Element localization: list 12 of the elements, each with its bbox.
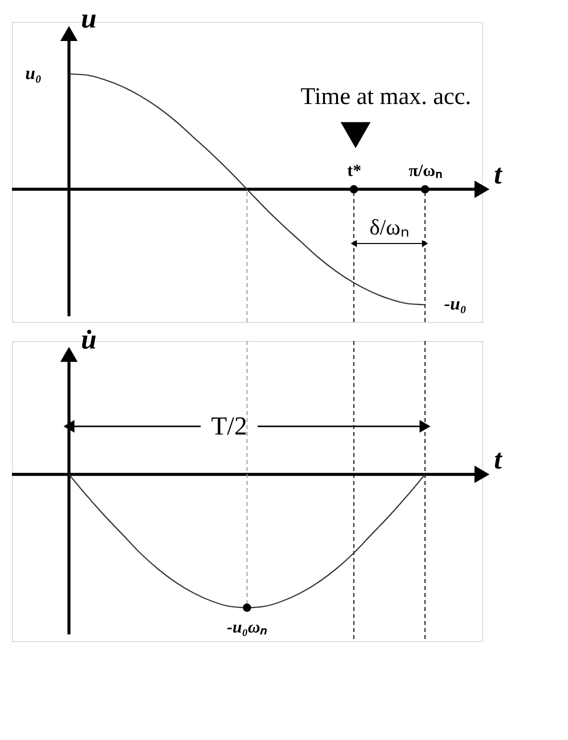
x-axis-title: t <box>494 444 503 476</box>
y-axis-title: u̇ <box>80 324 97 356</box>
text: -u₀ <box>444 294 466 314</box>
annotation: δ/ωₙ <box>369 214 410 240</box>
x-axis-title: t <box>494 159 503 190</box>
annotation: Time at max. acc. <box>300 84 472 110</box>
text: -u₀ωₙ <box>226 618 268 637</box>
text: T/2 <box>211 411 248 440</box>
x-tick-label: t* <box>347 160 362 180</box>
y-axis-title: u <box>80 4 97 35</box>
text: u₀ <box>25 62 42 83</box>
x-tick-label: π/ωₙ <box>408 160 442 180</box>
